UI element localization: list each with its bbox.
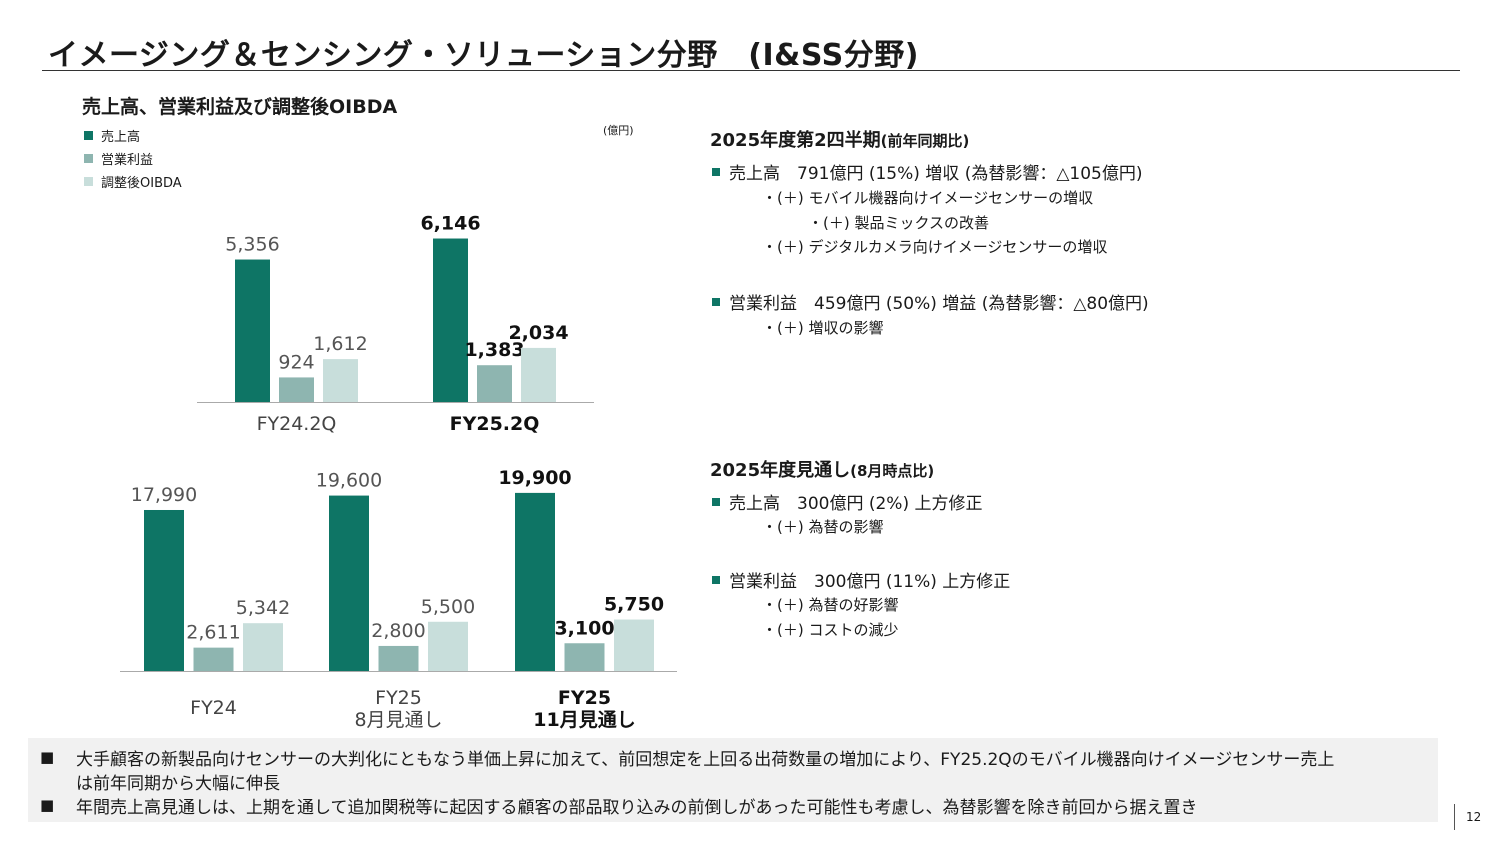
chart2-label-op-income-1: 2,611 xyxy=(186,622,240,644)
q2-sales-sub3: ・(＋) デジタルカメラ向けイメージセンサーの増収 xyxy=(762,238,1108,256)
bullet-square-icon xyxy=(712,297,720,306)
fy-sales-text: 売上高 300億円 (2%) 上方修正 xyxy=(729,494,983,514)
fy-op-bullet: 営業利益 300億円 (11%) 上方修正 xyxy=(712,567,1010,592)
chart-section-title: 売上高、営業利益及び調整後OIBDA xyxy=(82,96,398,118)
legend-swatch-oibda xyxy=(84,177,93,186)
title-divider xyxy=(42,70,1460,71)
chart2-label-op-income-3: 3,100 xyxy=(554,617,614,639)
chart1-bar-op-income-2 xyxy=(477,365,512,402)
chart2-label-oibda-2: 5,500 xyxy=(421,596,475,618)
chart2-bar-sales-1 xyxy=(144,509,184,671)
chart2-label-sales-2: 19,600 xyxy=(316,470,382,492)
fy-heading-note: (8月時点比) xyxy=(850,462,935,480)
footnote-box: ■ 大手顧客の新製品向けセンサーの大判化にともなう単価上昇に加えて、前回想定を上… xyxy=(28,738,1438,822)
chart1-label-op-income-1: 924 xyxy=(278,351,314,373)
chart2-bar-op-income-3 xyxy=(564,643,605,671)
legend-label-op-income: 営業利益 xyxy=(101,153,154,168)
chart1-bar-oibda-1 xyxy=(323,359,358,402)
q2-op-text: 営業利益 459億円 (50%) 増益 (為替影響：△80億円) xyxy=(729,294,1149,314)
chart1-label-op-income-2: 1,383 xyxy=(464,339,524,361)
bullet-square-icon xyxy=(712,497,720,506)
legend-label-oibda: 調整後OIBDA xyxy=(101,176,182,191)
page-title: イメージング＆センシング・ソリューション分野 (I&SS分野) xyxy=(48,38,919,73)
page-number-divider xyxy=(1454,804,1455,830)
fy-op-sub1: ・(＋) 為替の好影響 xyxy=(762,596,899,614)
chart2-category-label-3-line1: FY25 xyxy=(558,687,611,709)
page-number: 12 xyxy=(1466,810,1482,824)
legend-label-sales: 売上高 xyxy=(101,130,141,145)
legend-item-oibda: 調整後OIBDA xyxy=(84,170,182,193)
q2-sales-sub2: ・(＋) 製品ミックスの改善 xyxy=(808,214,990,232)
chart2-category-label-2-line2: 8月見通し xyxy=(354,709,442,731)
chart1-bar-oibda-2 xyxy=(521,347,556,402)
legend-swatch-op-income xyxy=(84,154,93,163)
fy-heading-text: 2025年度見通し xyxy=(710,460,851,481)
fy-op-text: 営業利益 300億円 (11%) 上方修正 xyxy=(729,572,1011,592)
chart1-label-oibda-1: 1,612 xyxy=(313,333,367,355)
chart2-label-sales-3: 19,900 xyxy=(498,467,571,489)
legend-item-sales: 売上高 xyxy=(84,124,182,147)
bullet-square-icon xyxy=(712,575,720,584)
chart-legend: 売上高 営業利益 調整後OIBDA xyxy=(84,124,182,193)
chart2-bar-op-income-2 xyxy=(378,645,419,671)
fy-heading: 2025年度見通し(8月時点比) xyxy=(710,456,934,482)
chart2-bar-op-income-1 xyxy=(193,647,234,671)
chart2-bar-sales-3 xyxy=(515,492,555,671)
chart2-label-oibda-3: 5,750 xyxy=(604,594,664,616)
footnote-bullet-2: ■ xyxy=(40,796,55,814)
fy-op-sub2: ・(＋) コストの減少 xyxy=(762,621,899,639)
chart2-bar-oibda-1 xyxy=(243,623,283,671)
chart1-category-label-1: FY24.2Q xyxy=(257,413,337,435)
chart2-category-label-3-line2: 11月見通し xyxy=(533,709,635,731)
chart2-label-op-income-2: 2,800 xyxy=(371,620,425,642)
chart1-label-sales-1: 5,356 xyxy=(225,234,279,256)
chart1-bar-sales-1 xyxy=(235,259,270,402)
bullet-square-icon xyxy=(712,167,720,176)
chart2-bar-sales-2 xyxy=(329,495,369,671)
fy-sales-sub1: ・(＋) 為替の影響 xyxy=(762,518,884,536)
q2-sales-bullet: 売上高 791億円 (15%) 増収 (為替影響：△105億円) xyxy=(712,159,1143,184)
q2-sales-text: 売上高 791億円 (15%) 増収 (為替影響：△105億円) xyxy=(729,164,1143,184)
chart1-bar-sales-2 xyxy=(433,238,468,402)
unit-label: (億円) xyxy=(603,124,634,137)
q2-heading-note: (前年同期比) xyxy=(880,132,970,150)
chart1-label-oibda-2: 2,034 xyxy=(508,322,568,344)
legend-swatch-sales xyxy=(84,131,93,140)
q2-op-bullet: 営業利益 459億円 (50%) 増益 (為替影響：△80億円) xyxy=(712,289,1149,314)
footnote-line-1b: は前年同期から大幅に伸長 xyxy=(76,774,280,794)
chart2-category-label-1: FY24 xyxy=(190,697,237,719)
chart2-category-label-2-line1: FY25 xyxy=(375,687,422,709)
chart2-bar-oibda-3 xyxy=(614,619,654,671)
legend-item-op-income: 営業利益 xyxy=(84,147,182,170)
fy-sales-bullet: 売上高 300億円 (2%) 上方修正 xyxy=(712,489,983,514)
chart1-label-sales-2: 6,146 xyxy=(420,213,480,235)
chart2-label-sales-1: 17,990 xyxy=(131,484,197,506)
chart2-label-oibda-1: 5,342 xyxy=(236,597,290,619)
footnote-line-2: 年間売上高見通しは、上期を通して追加関税等に起因する顧客の部品取り込みの前倒しが… xyxy=(76,798,1198,818)
q2-sales-sub1: ・(＋) モバイル機器向けイメージセンサーの増収 xyxy=(762,189,1094,207)
q2-heading-text: 2025年度第2四半期 xyxy=(710,130,881,151)
footnote-bullet-1: ■ xyxy=(40,748,55,766)
q2-heading: 2025年度第2四半期(前年同期比) xyxy=(710,126,969,152)
footnote-line-1: 大手顧客の新製品向けセンサーの大判化にともなう単価上昇に加えて、前回想定を上回る… xyxy=(76,750,1335,770)
chart1-category-label-2: FY25.2Q xyxy=(450,413,540,435)
chart1-bar-op-income-1 xyxy=(279,377,314,402)
chart2-bar-oibda-2 xyxy=(428,621,468,671)
q2-op-sub1: ・(＋) 増収の影響 xyxy=(762,319,884,337)
